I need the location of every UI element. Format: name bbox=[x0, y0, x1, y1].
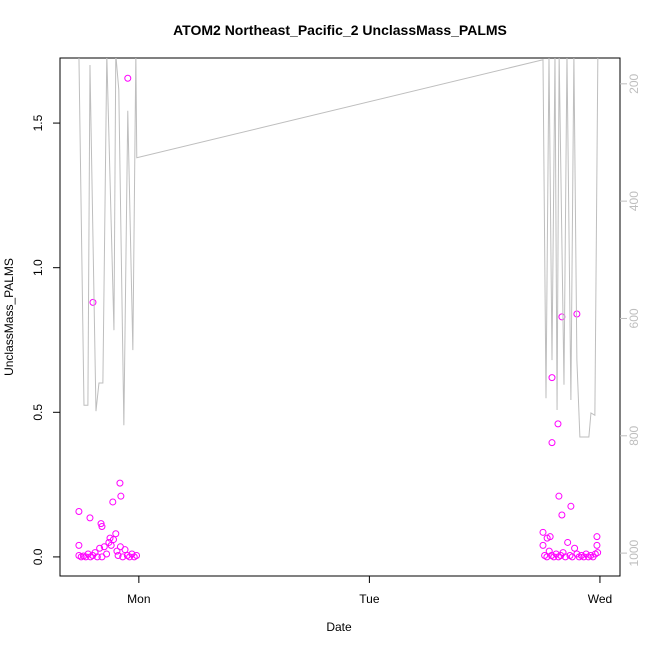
point bbox=[548, 439, 556, 447]
point bbox=[116, 479, 124, 487]
y2-tick-label: 1000 bbox=[627, 539, 641, 566]
point bbox=[107, 541, 115, 549]
x-tick-label: Mon bbox=[127, 592, 150, 606]
point bbox=[561, 553, 569, 561]
point bbox=[558, 511, 566, 519]
point bbox=[109, 536, 117, 544]
point bbox=[133, 551, 141, 559]
point bbox=[100, 543, 108, 551]
x-tick-label: Wed bbox=[588, 592, 612, 606]
y-axis-title: UnclassMass_PALMS bbox=[2, 258, 16, 376]
point bbox=[594, 549, 602, 557]
point bbox=[103, 550, 111, 558]
y-tick-label: 0.0 bbox=[31, 548, 45, 565]
point bbox=[96, 544, 104, 552]
y-tick-label: 1.0 bbox=[31, 259, 45, 276]
point bbox=[593, 533, 601, 541]
point bbox=[112, 530, 120, 538]
x-tick-label: Tue bbox=[359, 592, 380, 606]
point bbox=[89, 298, 97, 306]
point bbox=[124, 74, 132, 82]
y2-tick-label: 200 bbox=[627, 73, 641, 93]
point bbox=[119, 553, 127, 561]
point bbox=[567, 502, 575, 510]
point bbox=[93, 553, 101, 561]
point bbox=[117, 492, 125, 500]
x-axis-title: Date bbox=[326, 620, 352, 634]
point bbox=[86, 514, 94, 522]
point bbox=[113, 547, 121, 555]
point bbox=[98, 523, 106, 531]
point bbox=[109, 498, 117, 506]
plot-frame bbox=[59, 57, 621, 577]
point bbox=[543, 534, 551, 542]
point bbox=[539, 528, 547, 536]
y-tick-label: 1.5 bbox=[31, 114, 45, 131]
y2-tick-label: 800 bbox=[627, 425, 641, 445]
y2-tick-label: 600 bbox=[627, 308, 641, 328]
point bbox=[555, 492, 563, 500]
plot-area bbox=[75, 58, 602, 561]
point bbox=[75, 508, 83, 516]
point bbox=[554, 420, 562, 428]
point bbox=[106, 534, 114, 542]
point bbox=[571, 544, 579, 552]
point bbox=[539, 541, 547, 549]
point bbox=[97, 520, 105, 528]
point bbox=[564, 538, 572, 546]
chart-title: ATOM2 Northeast_Pacific_2 UnclassMass_PA… bbox=[173, 22, 507, 38]
y-tick-label: 0.5 bbox=[31, 404, 45, 421]
y2-tick-label: 400 bbox=[627, 191, 641, 211]
line bbox=[78, 58, 599, 438]
point bbox=[548, 374, 556, 382]
point bbox=[558, 313, 566, 321]
point bbox=[543, 553, 551, 561]
point bbox=[593, 541, 601, 549]
point bbox=[114, 551, 122, 559]
point bbox=[121, 546, 129, 554]
point bbox=[75, 541, 83, 549]
